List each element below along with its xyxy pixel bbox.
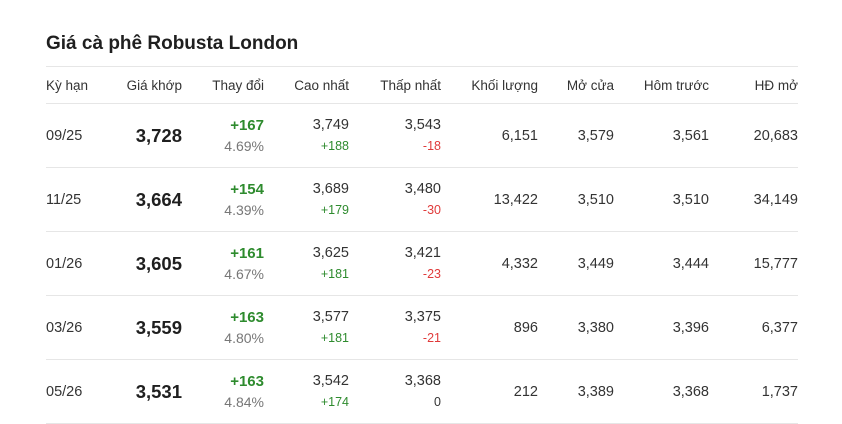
high-diff: +181 bbox=[320, 266, 349, 281]
col-header-match-price[interactable]: Giá khớp bbox=[108, 66, 182, 104]
cell-prev-close: 3,510 bbox=[614, 167, 709, 232]
low-diff: -21 bbox=[422, 330, 441, 345]
change-value: +154 bbox=[230, 180, 264, 198]
cell-low: 3,421 -23 bbox=[349, 231, 441, 296]
cell-change: +163 4.84% bbox=[182, 359, 264, 424]
col-header-low[interactable]: Thấp nhất bbox=[349, 66, 441, 104]
cell-change: +161 4.67% bbox=[182, 231, 264, 296]
cell-volume: 896 bbox=[441, 295, 538, 360]
cell-prev-close: 3,368 bbox=[614, 359, 709, 424]
cell-open-interest: 34,149 bbox=[709, 167, 798, 232]
table-row: 01/26 3,605 +161 4.67% 3,625 +181 3,421 -23… bbox=[46, 231, 798, 296]
cell-change: +154 4.39% bbox=[182, 167, 264, 232]
cell-volume: 13,422 bbox=[441, 167, 538, 232]
cell-low: 3,375 -21 bbox=[349, 295, 441, 360]
price-table: Kỳ hạn Giá khớp Thay đổi Cao nhất Thấp n… bbox=[46, 66, 798, 424]
cell-open: 3,389 bbox=[538, 359, 614, 424]
cell-match-price: 3,531 bbox=[108, 359, 182, 424]
change-percent: 4.69% bbox=[224, 137, 264, 154]
cell-change: +167 4.69% bbox=[182, 103, 264, 168]
col-header-open[interactable]: Mở cửa bbox=[538, 66, 614, 104]
change-value: +161 bbox=[230, 244, 264, 262]
cell-term: 09/25 bbox=[46, 103, 108, 168]
high-value: 3,749 bbox=[312, 116, 349, 133]
low-value: 3,543 bbox=[404, 116, 441, 133]
cell-open: 3,380 bbox=[538, 295, 614, 360]
high-diff: +179 bbox=[320, 202, 349, 217]
low-diff: 0 bbox=[434, 394, 441, 409]
cell-prev-close: 3,561 bbox=[614, 103, 709, 168]
change-percent: 4.39% bbox=[224, 201, 264, 218]
cell-term: 05/26 bbox=[46, 359, 108, 424]
high-value: 3,625 bbox=[312, 244, 349, 261]
col-header-term[interactable]: Kỳ hạn bbox=[46, 66, 108, 104]
cell-low: 3,543 -18 bbox=[349, 103, 441, 168]
cell-open-interest: 20,683 bbox=[709, 103, 798, 168]
low-diff: -23 bbox=[422, 266, 441, 281]
cell-high: 3,689 +179 bbox=[264, 167, 349, 232]
cell-open-interest: 6,377 bbox=[709, 295, 798, 360]
low-value: 3,480 bbox=[404, 180, 441, 197]
change-percent: 4.80% bbox=[224, 329, 264, 346]
cell-low: 3,368 0 bbox=[349, 359, 441, 424]
cell-volume: 212 bbox=[441, 359, 538, 424]
change-value: +163 bbox=[230, 308, 264, 326]
cell-prev-close: 3,444 bbox=[614, 231, 709, 296]
change-percent: 4.67% bbox=[224, 265, 264, 282]
cell-match-price: 3,605 bbox=[108, 231, 182, 296]
cell-low: 3,480 -30 bbox=[349, 167, 441, 232]
change-percent: 4.84% bbox=[224, 393, 264, 410]
low-value: 3,368 bbox=[404, 372, 441, 389]
robusta-price-panel: Giá cà phê Robusta London Kỳ hạn Giá khớ… bbox=[46, 30, 798, 424]
low-value: 3,421 bbox=[404, 244, 441, 261]
low-diff: -30 bbox=[422, 202, 441, 217]
high-value: 3,689 bbox=[312, 180, 349, 197]
cell-high: 3,749 +188 bbox=[264, 103, 349, 168]
col-header-volume[interactable]: Khối lượng bbox=[441, 66, 538, 104]
cell-open: 3,510 bbox=[538, 167, 614, 232]
high-diff: +181 bbox=[320, 330, 349, 345]
col-header-high[interactable]: Cao nhất bbox=[264, 66, 349, 104]
cell-term: 03/26 bbox=[46, 295, 108, 360]
cell-match-price: 3,664 bbox=[108, 167, 182, 232]
panel-title: Giá cà phê Robusta London bbox=[46, 33, 299, 54]
high-diff: +174 bbox=[320, 394, 349, 409]
change-value: +167 bbox=[230, 116, 264, 134]
table-row: 11/25 3,664 +154 4.39% 3,689 +179 3,480 -30… bbox=[46, 167, 798, 232]
high-value: 3,542 bbox=[312, 372, 349, 389]
cell-change: +163 4.80% bbox=[182, 295, 264, 360]
table-header-row: Kỳ hạn Giá khớp Thay đổi Cao nhất Thấp n… bbox=[46, 66, 798, 104]
cell-prev-close: 3,396 bbox=[614, 295, 709, 360]
high-value: 3,577 bbox=[312, 308, 349, 325]
cell-term: 01/26 bbox=[46, 231, 108, 296]
table-row: 09/25 3,728 +167 4.69% 3,749 +188 3,543 -18… bbox=[46, 103, 798, 168]
col-header-prev-close[interactable]: Hôm trước bbox=[614, 66, 709, 104]
cell-match-price: 3,559 bbox=[108, 295, 182, 360]
low-value: 3,375 bbox=[404, 308, 441, 325]
high-diff: +188 bbox=[320, 138, 349, 153]
cell-high: 3,625 +181 bbox=[264, 231, 349, 296]
cell-volume: 6,151 bbox=[441, 103, 538, 168]
cell-match-price: 3,728 bbox=[108, 103, 182, 168]
col-header-change[interactable]: Thay đổi bbox=[182, 66, 264, 104]
cell-high: 3,542 +174 bbox=[264, 359, 349, 424]
table-row: 05/26 3,531 +163 4.84% 3,542 +174 3,368 0 2… bbox=[46, 359, 798, 424]
change-value: +163 bbox=[230, 372, 264, 390]
cell-volume: 4,332 bbox=[441, 231, 538, 296]
cell-term: 11/25 bbox=[46, 167, 108, 232]
cell-high: 3,577 +181 bbox=[264, 295, 349, 360]
cell-open: 3,449 bbox=[538, 231, 614, 296]
low-diff: -18 bbox=[422, 138, 441, 153]
cell-open-interest: 1,737 bbox=[709, 359, 798, 424]
cell-open-interest: 15,777 bbox=[709, 231, 798, 296]
col-header-open-interest[interactable]: HĐ mở bbox=[709, 66, 798, 104]
table-row: 03/26 3,559 +163 4.80% 3,577 +181 3,375 -21… bbox=[46, 295, 798, 360]
cell-open: 3,579 bbox=[538, 103, 614, 168]
